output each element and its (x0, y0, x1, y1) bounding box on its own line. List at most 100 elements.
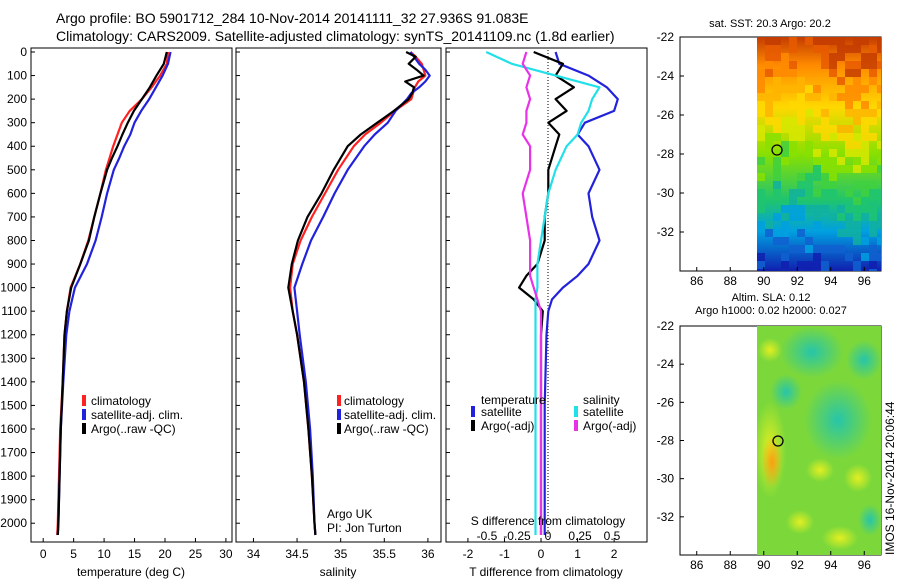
sst-cell (853, 205, 861, 213)
sst-cell (789, 69, 797, 77)
sst-cell (813, 221, 821, 229)
sst-cell (773, 85, 781, 93)
sst-cell (821, 45, 829, 53)
sst-cell (757, 205, 765, 213)
sla-blob (822, 526, 858, 550)
sst-cell (773, 37, 781, 45)
sst-cell (765, 61, 773, 69)
map-y-tick-label: -22 (657, 319, 675, 333)
sst-cell (773, 133, 781, 141)
sst-map-ticks: 86 88 90 92 94 96 -22 -24 -26 -28 -30 -32 (657, 30, 872, 288)
sst-cell (869, 245, 877, 253)
sst-cell (837, 53, 845, 61)
sla-blob (846, 340, 881, 380)
sst-cell (861, 37, 869, 45)
sst-cell (773, 77, 781, 85)
sst-cell (877, 213, 881, 221)
x-tick-label: 34.5 (285, 547, 309, 561)
map-y-tick-label: -28 (657, 147, 675, 161)
sst-cell (789, 133, 797, 141)
sst-cell (789, 213, 797, 221)
diff-line-temperature-satellite (543, 51, 619, 535)
sst-cell (821, 181, 829, 189)
sst-cell (877, 165, 881, 173)
sst-cell (813, 261, 821, 269)
map-x-tick-label: 86 (690, 274, 704, 288)
sst-cell (877, 269, 881, 271)
sst-cell (757, 101, 765, 109)
sst-cell (757, 133, 765, 141)
sst-cell (869, 213, 877, 221)
series-line-satellite-adj-clim- (293, 51, 431, 536)
sst-cell (789, 117, 797, 125)
sst-cell (869, 253, 877, 261)
sla-blob (770, 374, 802, 410)
temperature-lines (56, 51, 172, 536)
sst-cell (821, 261, 829, 269)
sla-heatmap (757, 326, 881, 555)
map-x-tick-label: 92 (791, 274, 805, 288)
sst-cell (821, 173, 829, 181)
temperature-xlabel: temperature (deg C) (77, 565, 185, 579)
sst-cell (789, 45, 797, 53)
sst-cell (853, 149, 861, 157)
map-y-tick-label: -28 (657, 434, 675, 448)
sst-cell (813, 245, 821, 253)
x-tick-label: 2 (611, 547, 618, 561)
sst-cell (869, 77, 877, 85)
sst-cell (757, 253, 765, 261)
sst-cell (781, 53, 789, 61)
y-tick-label: 900 (7, 257, 27, 271)
sst-cell (805, 237, 813, 245)
sla-blob (786, 510, 814, 534)
sst-cell (773, 149, 781, 157)
sst-cell (805, 93, 813, 101)
sst-cell (829, 181, 837, 189)
sst-cell (773, 237, 781, 245)
difference-panel: -2 -1 0 1 2 T difference from climatology S … (445, 47, 648, 579)
sst-cell (861, 189, 869, 197)
sst-cell (837, 45, 845, 53)
sst-cell (765, 117, 773, 125)
sla-map-panel: Altim. SLA: 0.12 Argo h1000: 0.02 h2000:… (657, 292, 882, 572)
sst-cell (773, 269, 781, 271)
y-tick-label: 500 (7, 163, 27, 177)
sst-cell (813, 165, 821, 173)
legend-label-satellite-2: satellite-adj. clim. (344, 408, 436, 422)
sst-cell (765, 221, 773, 229)
sst-cell (845, 85, 853, 93)
sla-blob (762, 436, 782, 488)
sst-cell (837, 77, 845, 85)
sst-cell (781, 157, 789, 165)
sst-cell (813, 173, 821, 181)
sst-cell (853, 133, 861, 141)
sst-cell (797, 93, 805, 101)
map-y-tick-label: -26 (657, 395, 675, 409)
y-tick-label: 0 (20, 45, 27, 59)
diff-line-temperature-argo-adj- (517, 50, 576, 535)
sst-cell (845, 221, 853, 229)
sst-cell (837, 93, 845, 101)
sst-cell (797, 101, 805, 109)
sst-cell (877, 157, 881, 165)
sst-cell (869, 165, 877, 173)
sst-cell (821, 189, 829, 197)
sst-cell (869, 269, 877, 271)
map-x-tick-label: 90 (757, 274, 771, 288)
sst-cell (845, 205, 853, 213)
legend-label-s-satellite: satellite (583, 405, 624, 419)
x-tick-label: 36 (421, 547, 435, 561)
sst-cell (821, 269, 829, 271)
sst-cell (853, 261, 861, 269)
s-difference-label: S difference from climatology (471, 514, 626, 528)
sst-cell (837, 37, 845, 45)
temperature-panel: 0 5 10 15 20 25 300100200300400500600700800900… (0, 45, 233, 579)
sst-cell (773, 117, 781, 125)
sst-cell (813, 45, 821, 53)
sst-cell (797, 117, 805, 125)
sst-cell (837, 205, 845, 213)
y-tick-label: 1600 (0, 422, 27, 436)
sst-cell (869, 117, 877, 125)
sst-cell (789, 189, 797, 197)
sst-cell (797, 85, 805, 93)
